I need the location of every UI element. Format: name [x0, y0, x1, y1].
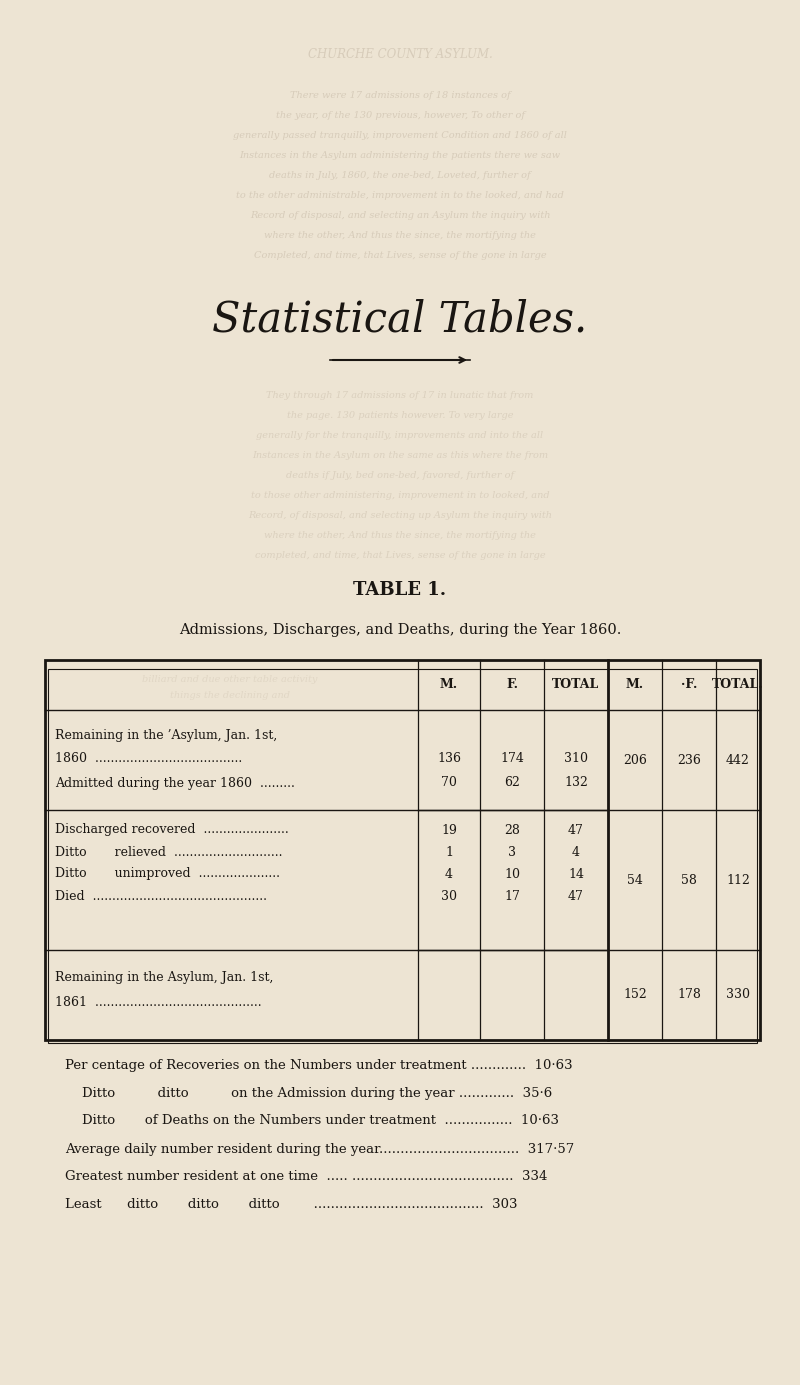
Text: where the other, And thus the since, the mortifying the: where the other, And thus the since, the… — [264, 530, 536, 540]
Text: things the declining and: things the declining and — [170, 691, 290, 699]
Text: 3: 3 — [508, 845, 516, 859]
Text: They through 17 admissions of 17 in lunatic that from: They through 17 admissions of 17 in luna… — [266, 391, 534, 399]
Text: Died  .............................................: Died ...................................… — [55, 889, 267, 903]
Text: 4: 4 — [445, 867, 453, 881]
Text: Remaining in the Asylum, Jan. 1st,: Remaining in the Asylum, Jan. 1st, — [55, 971, 274, 985]
Text: Completed, and time, that Lives, sense of the gone in large: Completed, and time, that Lives, sense o… — [254, 251, 546, 259]
Text: Instances in the Asylum on the same as this where the from: Instances in the Asylum on the same as t… — [252, 450, 548, 460]
Text: to the other administrable, improvement in to the looked, and had: to the other administrable, improvement … — [236, 191, 564, 199]
Text: 132: 132 — [564, 777, 588, 789]
Text: CHURCHE COUNTY ASYLUM.: CHURCHE COUNTY ASYLUM. — [308, 48, 492, 61]
Text: F.: F. — [506, 679, 518, 691]
Text: M.: M. — [626, 679, 644, 691]
Text: 174: 174 — [500, 752, 524, 765]
Text: Discharged recovered  ......................: Discharged recovered ...................… — [55, 824, 289, 837]
Text: 310: 310 — [564, 752, 588, 765]
Text: Ditto       relieved  ............................: Ditto relieved .........................… — [55, 845, 282, 859]
Text: Ditto       of Deaths on the Numbers under treatment  ................  10·63: Ditto of Deaths on the Numbers under tre… — [65, 1115, 559, 1127]
Text: Greatest number resident at one time  ..... ....................................: Greatest number resident at one time ...… — [65, 1170, 547, 1184]
Text: Record of disposal, and selecting an Asylum the inquiry with: Record of disposal, and selecting an Asy… — [250, 211, 550, 219]
Text: 112: 112 — [726, 874, 750, 886]
Text: to those other administering, improvement in to looked, and: to those other administering, improvemen… — [250, 490, 550, 500]
Text: where the other, And thus the since, the mortifying the: where the other, And thus the since, the… — [264, 230, 536, 240]
Text: 19: 19 — [441, 824, 457, 837]
Text: the page. 130 patients however. To very large: the page. 130 patients however. To very … — [286, 410, 514, 420]
Text: generally passed tranquilly, improvement Condition and 1860 of all: generally passed tranquilly, improvement… — [233, 130, 567, 140]
Text: 70: 70 — [441, 777, 457, 789]
Bar — [45, 661, 760, 1040]
Text: 30: 30 — [441, 889, 457, 903]
Text: 178: 178 — [677, 989, 701, 1001]
Text: 17: 17 — [504, 889, 520, 903]
Text: 1860  ......................................: 1860 ...................................… — [55, 752, 242, 765]
Text: 10: 10 — [504, 867, 520, 881]
Text: ·F.: ·F. — [681, 679, 697, 691]
Text: the year, of the 130 previous, however, To other of: the year, of the 130 previous, however, … — [275, 111, 525, 119]
Text: 47: 47 — [568, 824, 584, 837]
Text: Record, of disposal, and selecting up Asylum the inquiry with: Record, of disposal, and selecting up As… — [248, 511, 552, 519]
Text: 236: 236 — [677, 753, 701, 766]
Text: Ditto          ditto          on the Admission during the year .............  35: Ditto ditto on the Admission during the … — [65, 1086, 552, 1100]
Text: Admissions, Discharges, and Deaths, during the Year 1860.: Admissions, Discharges, and Deaths, duri… — [179, 623, 621, 637]
Text: 1861  ...........................................: 1861 ...................................… — [55, 996, 262, 1010]
Text: Average daily number resident during the year.................................  : Average daily number resident during the… — [65, 1143, 574, 1155]
Text: Statistical Tables.: Statistical Tables. — [212, 299, 588, 341]
Text: 4: 4 — [572, 845, 580, 859]
Text: billiard and due other table activity: billiard and due other table activity — [142, 676, 318, 684]
Text: completed, and time, that Lives, sense of the gone in large: completed, and time, that Lives, sense o… — [254, 550, 546, 560]
Text: 136: 136 — [437, 752, 461, 765]
Text: 152: 152 — [623, 989, 647, 1001]
Text: There were 17 admissions of 18 instances of: There were 17 admissions of 18 instances… — [290, 90, 510, 100]
Text: Admitted during the year 1860  .........: Admitted during the year 1860 ......... — [55, 777, 295, 789]
Text: Instances in the Asylum administering the patients there we saw: Instances in the Asylum administering th… — [239, 151, 561, 159]
Text: 206: 206 — [623, 753, 647, 766]
Text: generally for the tranquilly, improvements and into the all: generally for the tranquilly, improvemen… — [257, 431, 543, 439]
Text: Per centage of Recoveries on the Numbers under treatment .............  10·63: Per centage of Recoveries on the Numbers… — [65, 1058, 573, 1072]
Text: deaths if July, bed one-bed, favored, further of: deaths if July, bed one-bed, favored, fu… — [286, 471, 514, 479]
Text: 330: 330 — [726, 989, 750, 1001]
Text: 62: 62 — [504, 777, 520, 789]
Text: 1: 1 — [445, 845, 453, 859]
Text: TOTAL.: TOTAL. — [712, 679, 764, 691]
Text: TABLE 1.: TABLE 1. — [354, 580, 446, 598]
Bar — [48, 669, 757, 1043]
Text: 28: 28 — [504, 824, 520, 837]
Text: 14: 14 — [568, 867, 584, 881]
Text: Ditto       unimproved  .....................: Ditto unimproved ..................... — [55, 867, 280, 881]
Text: deaths in July, 1860, the one-bed, Loveted, further of: deaths in July, 1860, the one-bed, Lovet… — [269, 170, 531, 180]
Text: 47: 47 — [568, 889, 584, 903]
Text: 442: 442 — [726, 753, 750, 766]
Text: 58: 58 — [681, 874, 697, 886]
Text: TOTAL: TOTAL — [552, 679, 600, 691]
Text: M.: M. — [440, 679, 458, 691]
Text: Least      ditto       ditto       ditto        ................................: Least ditto ditto ditto ................… — [65, 1198, 518, 1212]
Text: Remaining in the ’Asylum, Jan. 1st,: Remaining in the ’Asylum, Jan. 1st, — [55, 729, 278, 741]
Text: 54: 54 — [627, 874, 643, 886]
